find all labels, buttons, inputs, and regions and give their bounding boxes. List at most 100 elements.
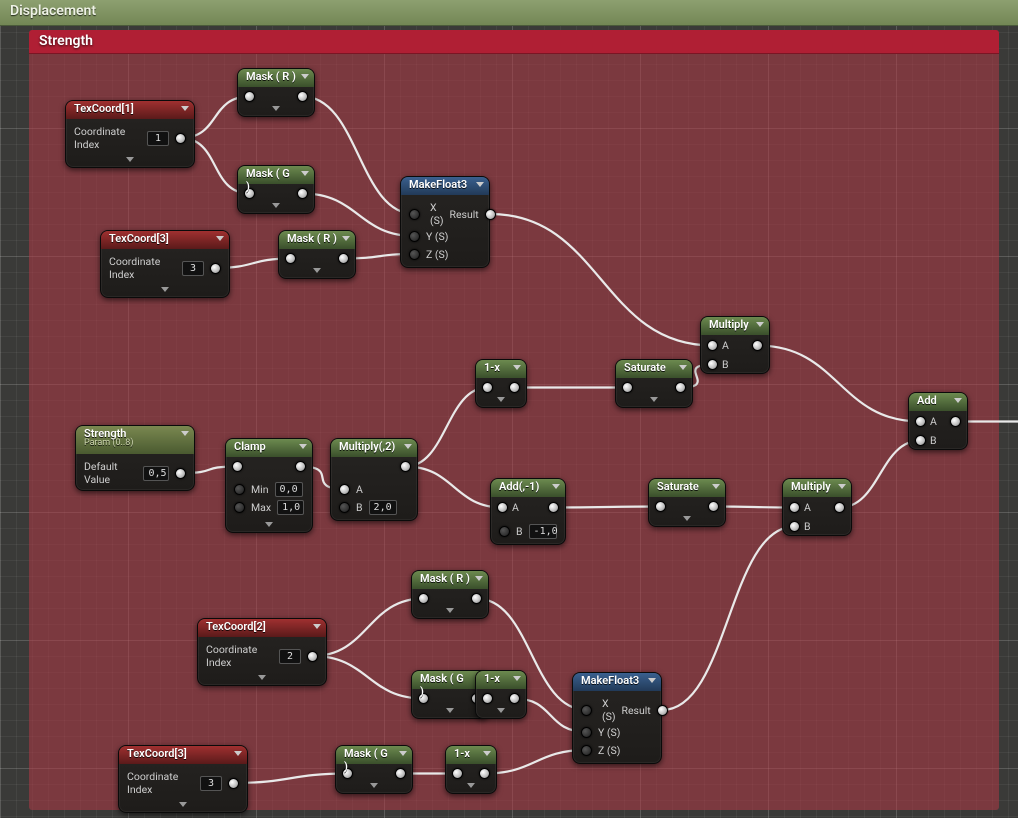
node-onemx1[interactable]: 1-x <box>475 359 527 408</box>
chevron-down-icon[interactable] <box>513 365 521 370</box>
expand-icon[interactable] <box>412 606 488 618</box>
node-mul2[interactable]: Multiply(,2)AB2,0 <box>330 438 418 521</box>
output-pin[interactable] <box>175 468 186 479</box>
output-pin[interactable] <box>548 502 559 513</box>
const-value[interactable]: 2,0 <box>369 500 397 515</box>
node-header[interactable]: 1-x <box>476 671 526 689</box>
node-header[interactable]: Add(,-1) <box>491 479 565 497</box>
input-pin[interactable] <box>707 340 718 351</box>
node-header[interactable]: Mask ( R ) <box>238 69 314 87</box>
node-header[interactable]: Multiply(,2) <box>331 439 417 457</box>
node-header[interactable]: TexCoord[3] <box>101 231 229 249</box>
node-header[interactable]: TexCoord[1] <box>66 101 194 119</box>
chevron-down-icon[interactable] <box>299 444 307 449</box>
chevron-down-icon[interactable] <box>234 751 242 756</box>
node-maskG1[interactable]: Mask ( G ) <box>237 165 315 214</box>
chevron-down-icon[interactable] <box>954 398 962 403</box>
input-pin[interactable] <box>452 768 463 779</box>
input-pin[interactable] <box>499 526 510 537</box>
chevron-down-icon[interactable] <box>216 236 224 241</box>
output-pin[interactable] <box>708 501 719 512</box>
expand-icon[interactable] <box>446 781 496 793</box>
output-pin[interactable] <box>485 209 496 220</box>
input-pin[interactable] <box>789 521 800 532</box>
chevron-down-icon[interactable] <box>756 322 764 327</box>
chevron-down-icon[interactable] <box>301 171 309 176</box>
node-tc2[interactable]: TexCoord[2]Coordinate Index2 <box>197 618 327 686</box>
node-header[interactable]: 1-x <box>476 360 526 378</box>
input-pin[interactable] <box>789 502 800 513</box>
chevron-down-icon[interactable] <box>838 484 846 489</box>
output-pin[interactable] <box>834 502 845 513</box>
output-pin[interactable] <box>338 253 349 264</box>
expand-icon[interactable] <box>476 395 526 407</box>
input-pin[interactable] <box>244 91 255 102</box>
output-pin[interactable] <box>295 461 306 472</box>
expand-icon[interactable] <box>476 706 526 718</box>
input-pin[interactable] <box>655 501 666 512</box>
param-value[interactable]: 3 <box>182 261 204 276</box>
node-maskG3[interactable]: Mask ( G ) <box>335 745 413 794</box>
output-pin[interactable] <box>400 461 411 472</box>
node-header[interactable]: MakeFloat3 <box>401 177 489 195</box>
expand-icon[interactable] <box>649 514 725 526</box>
output-pin[interactable] <box>675 382 686 393</box>
input-pin[interactable] <box>418 593 429 604</box>
input-pin[interactable] <box>915 416 926 427</box>
node-onemx3[interactable]: 1-x <box>445 745 497 794</box>
expand-icon[interactable] <box>336 781 412 793</box>
node-sat1[interactable]: Saturate <box>615 359 693 408</box>
input-pin[interactable] <box>234 502 245 513</box>
node-header[interactable]: Mask ( G ) <box>238 166 314 184</box>
output-pin[interactable] <box>752 340 763 351</box>
node-header[interactable]: TexCoord[3] <box>119 746 247 764</box>
chevron-down-icon[interactable] <box>181 106 189 111</box>
node-mf3a[interactable]: MakeFloat3X (S)ResultY (S)Z (S) <box>400 176 490 268</box>
chevron-down-icon[interactable] <box>399 751 407 756</box>
node-header[interactable]: StrengthParam (0..8) <box>76 426 194 454</box>
input-pin[interactable] <box>234 484 245 495</box>
param-value[interactable]: 2 <box>279 649 301 664</box>
node-header[interactable]: Multiply <box>701 317 769 335</box>
chevron-down-icon[interactable] <box>404 444 412 449</box>
output-pin[interactable] <box>307 651 318 662</box>
output-pin[interactable] <box>175 133 186 144</box>
expand-icon[interactable] <box>119 800 247 812</box>
expand-icon[interactable] <box>238 201 314 213</box>
output-pin[interactable] <box>228 778 239 789</box>
input-pin[interactable] <box>482 693 493 704</box>
input-pin[interactable] <box>707 359 718 370</box>
node-header[interactable]: Saturate <box>649 479 725 497</box>
node-header[interactable]: Mask ( G ) <box>336 746 412 764</box>
input-pin[interactable] <box>497 502 508 513</box>
node-addm1[interactable]: Add(,-1)AB-1,0 <box>490 478 566 545</box>
expand-icon[interactable] <box>101 285 229 297</box>
node-header[interactable]: 1-x <box>446 746 496 764</box>
node-header[interactable]: Saturate <box>616 360 692 378</box>
param-value[interactable]: 0,5 <box>143 466 169 481</box>
node-maskR1[interactable]: Mask ( R ) <box>237 68 315 117</box>
node-header[interactable]: MakeFloat3 <box>573 673 661 691</box>
input-pin[interactable] <box>409 231 420 242</box>
input-pin[interactable] <box>622 382 633 393</box>
node-tc1[interactable]: TexCoord[1]Coordinate Index1 <box>65 100 195 168</box>
node-header[interactable]: Multiply <box>783 479 851 497</box>
expand-icon[interactable] <box>238 104 314 116</box>
node-multA[interactable]: MultiplyAB <box>700 316 770 374</box>
input-pin[interactable] <box>915 435 926 446</box>
output-pin[interactable] <box>657 705 668 716</box>
clamp-min[interactable]: 0,0 <box>275 482 303 497</box>
chevron-down-icon[interactable] <box>476 182 484 187</box>
node-onemx2[interactable]: 1-x <box>475 670 527 719</box>
node-tc3b[interactable]: TexCoord[3]Coordinate Index3 <box>118 745 248 813</box>
output-pin[interactable] <box>479 768 490 779</box>
output-pin[interactable] <box>950 416 961 427</box>
expand-icon[interactable] <box>198 673 326 685</box>
output-pin[interactable] <box>471 593 482 604</box>
input-pin[interactable] <box>482 382 493 393</box>
node-clamp[interactable]: ClampMin0,0Max1,0 <box>225 438 313 533</box>
clamp-max[interactable]: 1,0 <box>277 500 304 515</box>
input-pin[interactable] <box>581 745 592 756</box>
node-header[interactable]: TexCoord[2] <box>198 619 326 637</box>
node-mf3b[interactable]: MakeFloat3X (S)ResultY (S)Z (S) <box>572 672 662 764</box>
